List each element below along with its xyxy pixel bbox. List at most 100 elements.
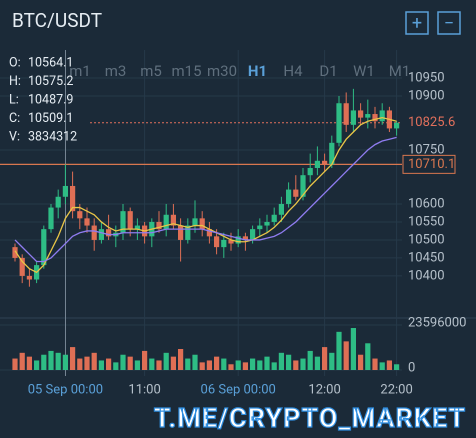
button-frame bbox=[405, 11, 429, 35]
candle-body bbox=[293, 189, 299, 197]
y-tick-label: 10500 bbox=[408, 232, 445, 247]
timeframe-button[interactable]: M1 bbox=[389, 62, 411, 80]
level-label-box bbox=[402, 154, 456, 174]
candle-body bbox=[134, 225, 140, 230]
volume-bar bbox=[206, 360, 212, 370]
zoom-in-button[interactable]: + bbox=[405, 11, 429, 35]
volume-bar bbox=[329, 352, 335, 370]
plot: 10710.1 10825.6 bbox=[0, 88, 456, 370]
candle-body bbox=[163, 214, 169, 230]
candle-body bbox=[242, 236, 248, 240]
volume-bar bbox=[257, 360, 263, 370]
candle-body bbox=[221, 239, 227, 248]
timeframe-button[interactable]: m15 bbox=[171, 62, 201, 80]
volume-bar bbox=[149, 358, 155, 370]
volume-bar bbox=[106, 358, 112, 370]
level-label: 10710.1 bbox=[408, 157, 455, 172]
volume-bar bbox=[98, 360, 104, 370]
timeframe-button[interactable]: W1 bbox=[353, 62, 375, 80]
volume-bar bbox=[271, 362, 277, 370]
volume-bar bbox=[26, 356, 32, 370]
volume-bar bbox=[163, 352, 169, 370]
volume-bar bbox=[77, 358, 83, 370]
candle-body bbox=[106, 229, 112, 237]
candle-body bbox=[185, 225, 191, 240]
candle-body bbox=[206, 229, 212, 237]
button-label: + bbox=[412, 13, 422, 34]
volume-bar bbox=[199, 362, 205, 370]
volume-bar bbox=[293, 360, 299, 370]
timeframe-button[interactable]: H1 bbox=[248, 62, 267, 80]
y-tick-label: 10400 bbox=[408, 268, 445, 283]
candle-body bbox=[170, 214, 176, 226]
price-label: 10825.6 bbox=[408, 115, 455, 130]
zoom-out-button[interactable]: − bbox=[437, 11, 461, 35]
moving-average-line bbox=[14, 116, 397, 274]
candle-body bbox=[250, 229, 256, 240]
timeframe-button[interactable]: m30 bbox=[207, 62, 237, 80]
y-tick-label: 10550 bbox=[408, 214, 445, 229]
watermark: T.ME/CRYPTO_MARKET bbox=[154, 402, 466, 434]
volume-bar bbox=[113, 362, 119, 370]
candle-body bbox=[12, 247, 18, 258]
info-label: L: bbox=[9, 92, 19, 107]
candle-body bbox=[84, 218, 90, 226]
volume-bar bbox=[336, 331, 342, 370]
candle-body bbox=[257, 225, 263, 230]
volume-bar bbox=[228, 364, 234, 370]
candle-body bbox=[358, 110, 364, 118]
volume-bar bbox=[48, 350, 54, 370]
volume-bar bbox=[286, 354, 292, 370]
y-tick-label: 10450 bbox=[408, 250, 445, 265]
volume-bar bbox=[12, 358, 18, 370]
volume-bar bbox=[307, 350, 313, 370]
info-label: O: bbox=[9, 55, 21, 70]
volume-bar bbox=[278, 352, 284, 370]
info-value: 10509.1 bbox=[28, 111, 73, 126]
candle-body bbox=[156, 221, 162, 230]
timeframe-button[interactable]: m5 bbox=[140, 62, 162, 80]
candle-body bbox=[286, 189, 292, 204]
candle-body bbox=[300, 175, 306, 197]
candle-body bbox=[264, 221, 270, 226]
volume-bar bbox=[264, 356, 270, 370]
candle-body bbox=[91, 225, 97, 240]
ohlc-info: O: 10564.1 H: 10575.2 L: 10487.9 C: 10509.1 V: 38… bbox=[9, 55, 77, 144]
candle-body bbox=[120, 211, 126, 233]
volume-bar bbox=[185, 358, 191, 370]
volume-bar bbox=[84, 356, 90, 370]
info-value: 10487.9 bbox=[28, 92, 73, 107]
moving-average-line bbox=[14, 136, 397, 263]
candle-body bbox=[365, 114, 371, 118]
candle-body bbox=[192, 218, 198, 226]
pair-title: BTC/USDT bbox=[12, 9, 102, 32]
candle-body bbox=[379, 110, 385, 122]
volume-tick-label: 23596000 bbox=[408, 315, 466, 330]
volume-bar bbox=[91, 352, 97, 370]
timeframe-button[interactable]: D1 bbox=[319, 62, 337, 80]
y-tick-label: 10900 bbox=[408, 88, 445, 103]
timeframe-button[interactable]: m3 bbox=[105, 62, 127, 80]
volume-bar bbox=[55, 352, 61, 370]
volume-bar bbox=[379, 362, 385, 370]
volume-bar bbox=[142, 350, 148, 370]
candle-body bbox=[199, 218, 205, 230]
volume-bar bbox=[19, 352, 25, 370]
volume-bar bbox=[170, 356, 176, 370]
candle-body bbox=[70, 185, 76, 212]
candle-body bbox=[394, 122, 400, 129]
volume-bar bbox=[41, 354, 47, 370]
timeframe-bar: m1 m3 m5 m15 m30 H1 H4 D1 W1 M1 bbox=[69, 62, 410, 80]
x-tick-label: 11:00 bbox=[128, 382, 160, 397]
info-label: C: bbox=[9, 111, 20, 126]
y-tick-label: 10950 bbox=[408, 70, 445, 85]
volume-bar bbox=[365, 343, 371, 370]
candle-body bbox=[329, 142, 335, 165]
x-tick-label: 06 Sep 00:00 bbox=[201, 382, 276, 397]
volume-bar bbox=[343, 341, 349, 370]
volume-bar bbox=[221, 358, 227, 370]
timeframe-button[interactable]: H4 bbox=[283, 62, 303, 80]
grid: 10400 10450 10500 10550 10600 10750 10900 10950… bbox=[0, 50, 476, 397]
timeframe-button[interactable]: m1 bbox=[69, 62, 91, 80]
